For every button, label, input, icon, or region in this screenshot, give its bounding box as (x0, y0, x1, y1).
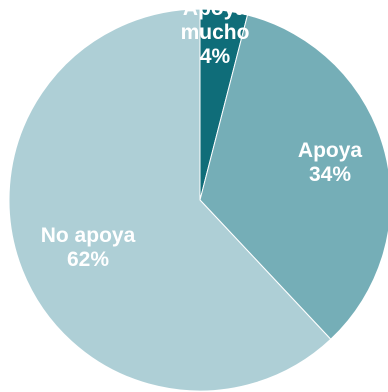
pie-slice-value-label-2: 62% (67, 248, 109, 271)
pie-slice-label-0: Apoya (183, 0, 248, 20)
pie-slice-label-2: No apoya (41, 224, 136, 247)
pie-slice-value-label-0: 4% (200, 45, 231, 68)
pie-slice-2 (8, 8, 332, 392)
pie-slice-label-0: mucho (181, 21, 250, 44)
pie-slice-label-1: Apoya (298, 139, 363, 162)
pie-slices (8, 8, 388, 392)
pie-slice-1 (199, 14, 388, 340)
pie-slice-value-label-1: 34% (309, 163, 351, 186)
